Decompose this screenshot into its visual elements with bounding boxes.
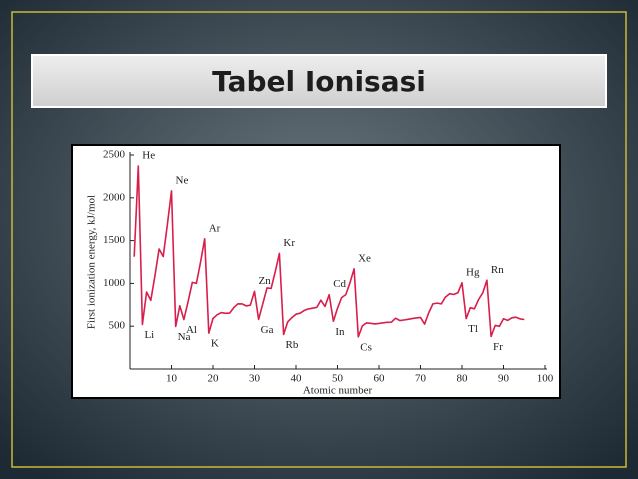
- element-label: Al: [186, 324, 197, 336]
- x-tick-label: 10: [166, 373, 178, 385]
- element-label: Cs: [360, 341, 372, 353]
- chart: 500 1000 1500 2000 2500 10 20 30 40 50 60 70 80 90 100…: [86, 149, 554, 397]
- element-label: Xe: [358, 252, 371, 264]
- x-tick-label: 30: [249, 373, 261, 385]
- element-label: Rn: [491, 264, 504, 276]
- slide-title: Tabel Ionisasi: [212, 65, 426, 98]
- element-label: Na: [178, 331, 191, 343]
- y-tick-label: 1000: [103, 277, 126, 289]
- x-tick-label: 90: [498, 373, 510, 385]
- element-label: Hg: [466, 266, 480, 278]
- y-tick-label: 500: [109, 320, 126, 332]
- frame: [11, 11, 627, 468]
- y-tick-label: 1500: [103, 234, 126, 246]
- x-tick-label: 40: [291, 373, 303, 385]
- element-label: K: [211, 338, 219, 350]
- x-tick-label: 80: [457, 373, 469, 385]
- element-label: He: [142, 149, 155, 161]
- element-label: Cd: [333, 278, 346, 290]
- element-label: Ga: [261, 324, 274, 336]
- y-tick-label: 2000: [103, 191, 126, 203]
- element-label: Zn: [259, 275, 272, 287]
- element-label: Ne: [176, 174, 189, 186]
- element-label: Fr: [493, 341, 503, 353]
- element-label: Kr: [283, 237, 295, 249]
- x-axis-label: Atomic number: [303, 385, 373, 397]
- line: [133, 165, 525, 338]
- element-label: Rb: [286, 339, 299, 351]
- x-tick-label: 20: [208, 373, 220, 385]
- x-tick-label: 70: [415, 373, 427, 385]
- element-label: Li: [144, 329, 154, 341]
- x-tick-label: 100: [537, 373, 554, 385]
- element-label: Tl: [468, 323, 478, 335]
- x-tick-label: 60: [374, 373, 386, 385]
- x-tick-label: 50: [332, 373, 344, 385]
- chart-box: [71, 144, 561, 399]
- y-axis-label: First ionization energy, kJ/mol: [86, 195, 98, 329]
- element-label: In: [335, 326, 345, 338]
- element-label: Ar: [209, 222, 221, 234]
- title-bar: [31, 54, 607, 108]
- y-tick-label: 2500: [103, 149, 126, 161]
